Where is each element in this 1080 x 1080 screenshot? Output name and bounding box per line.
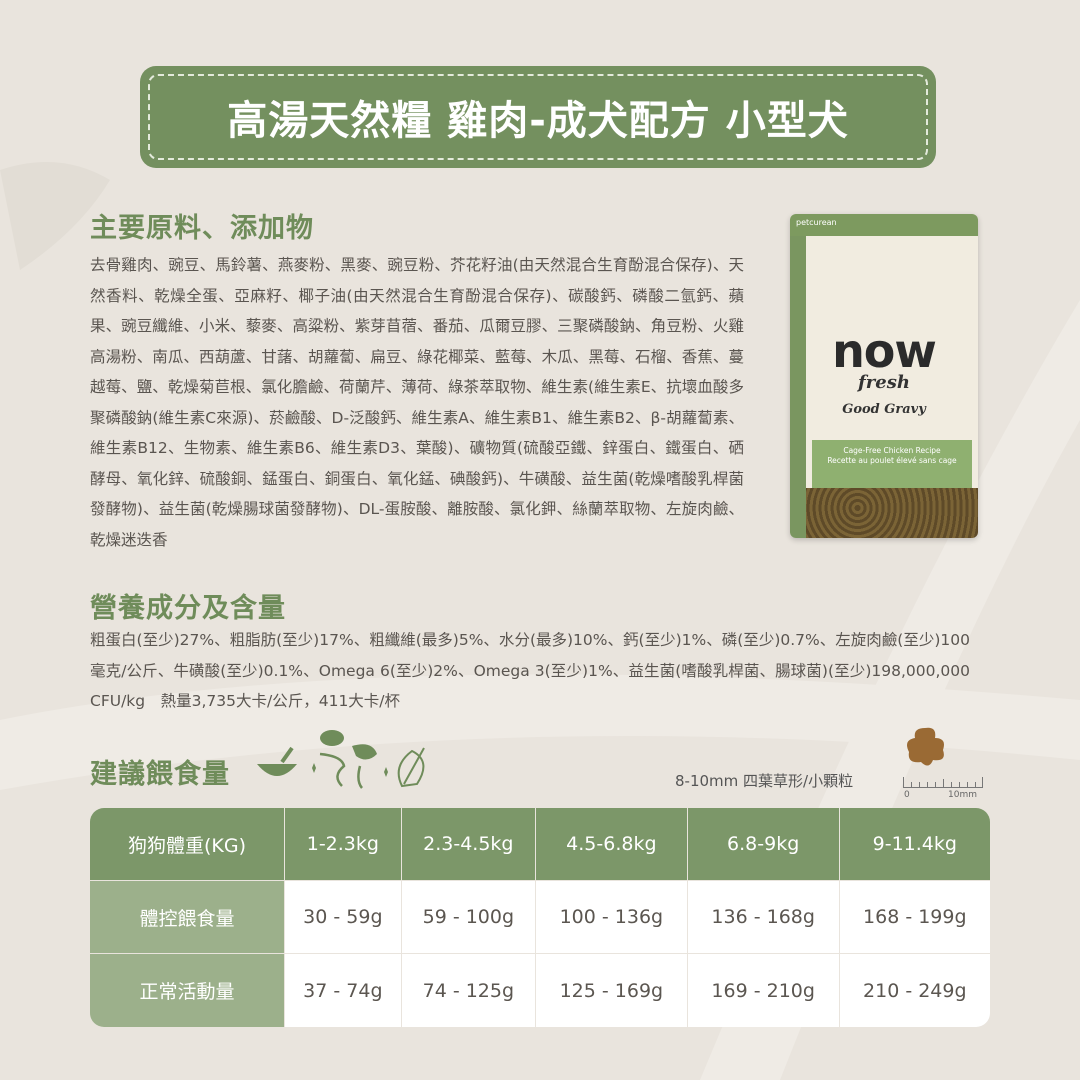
title-banner: 高湯天然糧 雞肉-成犬配方 小型犬 [140, 66, 936, 168]
table-cell: 168 - 199g [839, 881, 990, 954]
row-label: 正常活動量 [90, 954, 285, 1027]
bag-brand: petcurean [790, 214, 978, 236]
table-cell: 37 - 74g [285, 954, 402, 1027]
dog-bowl-leaf-icon [257, 730, 425, 789]
nutrition-heading: 營養成分及含量 [90, 593, 286, 624]
bag-line: Good Gravy [842, 402, 926, 417]
size-ruler [903, 776, 983, 788]
table-cell: 30 - 59g [285, 881, 402, 954]
table-row: 正常活動量 37 - 74g 74 - 125g 125 - 169g 169 … [90, 954, 990, 1027]
table-cell: 210 - 249g [839, 954, 990, 1027]
header-cell: 9-11.4kg [839, 808, 990, 881]
product-bag-image: petcurean now fresh Good Gravy Cage-Free… [790, 214, 978, 538]
header-cell: 4.5-6.8kg [535, 808, 688, 881]
ruler-end-label: 10mm [948, 790, 977, 800]
bag-label: Cage-Free Chicken Recipe Recette au poule… [812, 440, 972, 488]
table-header-row: 狗狗體重(KG) 1-2.3kg 2.3-4.5kg 4.5-6.8kg 6.8… [90, 808, 990, 881]
row-label: 體控餵食量 [90, 881, 285, 954]
kibble-size-text: 8-10mm 四葉草形/小顆粒 [675, 772, 854, 790]
ruler-start-label: 0 [904, 790, 910, 800]
nutrition-text: 粗蛋白(至少)27%、粗脂肪(至少)17%、粗纖維(最多)5%、水分(最多)10… [90, 631, 970, 710]
header-cell: 6.8-9kg [687, 808, 840, 881]
table-cell: 136 - 168g [687, 881, 840, 954]
bag-logo-sub: fresh [858, 372, 910, 393]
table-cell: 74 - 125g [401, 954, 536, 1027]
ingredients-heading: 主要原料、添加物 [90, 213, 314, 244]
page-title: 高湯天然糧 雞肉-成犬配方 小型犬 [227, 98, 849, 144]
table-cell: 59 - 100g [401, 881, 536, 954]
feeding-table: 狗狗體重(KG) 1-2.3kg 2.3-4.5kg 4.5-6.8kg 6.8… [90, 808, 990, 1027]
table-row: 體控餵食量 30 - 59g 59 - 100g 100 - 136g 136 … [90, 881, 990, 954]
ingredients-text: 去骨雞肉、豌豆、馬鈴薯、燕麥粉、黑麥、豌豆粉、芥花籽油(由天然混合生育酚混合保存… [90, 256, 744, 549]
table-cell: 169 - 210g [687, 954, 840, 1027]
kibble-image [907, 727, 944, 766]
bag-logo: now [832, 324, 937, 378]
header-cell: 2.3-4.5kg [401, 808, 536, 881]
table-cell: 100 - 136g [535, 881, 688, 954]
table-cell: 125 - 169g [535, 954, 688, 1027]
header-cell: 狗狗體重(KG) [90, 808, 285, 881]
feeding-heading: 建議餵食量 [90, 759, 230, 790]
header-cell: 1-2.3kg [285, 808, 402, 881]
